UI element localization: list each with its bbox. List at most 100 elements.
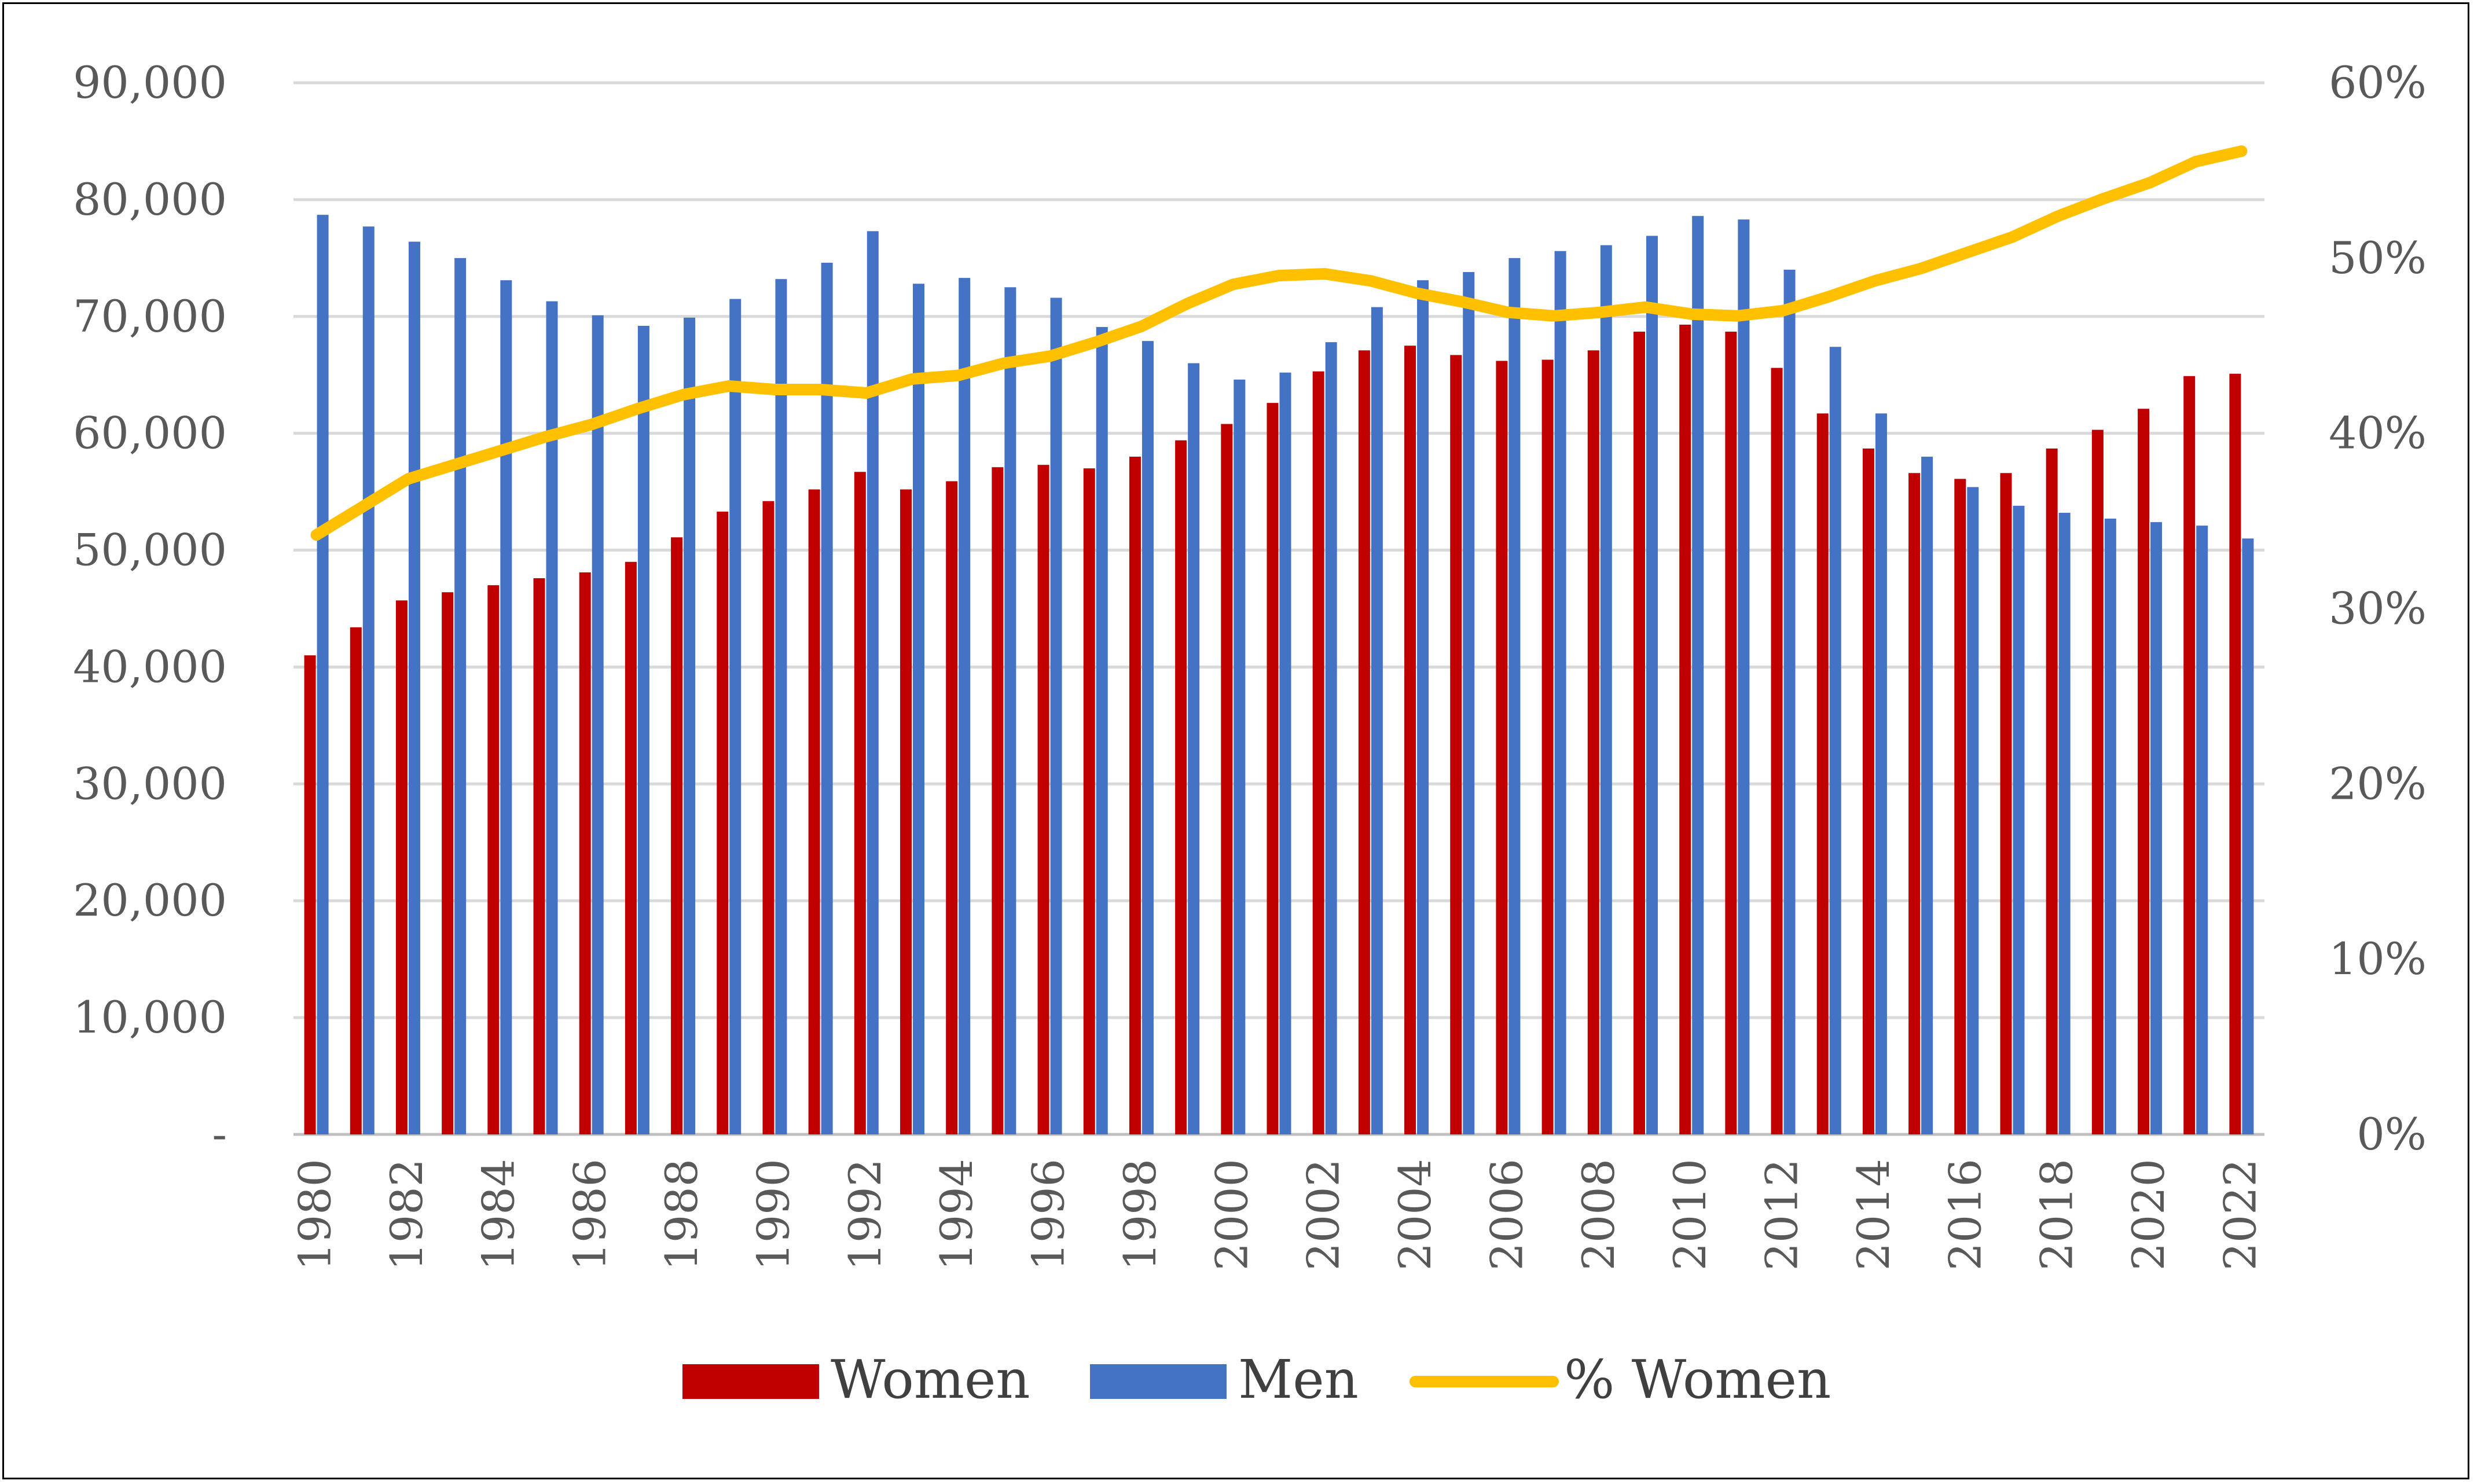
legend: Women Men % Women (682, 1349, 1831, 1410)
men-bar (1738, 219, 1750, 1135)
x-tick-label: 2010 (1664, 1159, 1716, 1270)
x-tick-label: 1992 (839, 1159, 891, 1270)
x-tick-label: 1982 (381, 1159, 432, 1270)
x-tick-label: 2022 (2214, 1159, 2266, 1270)
men-bar (684, 317, 696, 1135)
left-tick-label: 50,000 (73, 524, 227, 576)
women-bar (1771, 368, 1783, 1134)
legend-swatch-men (1090, 1364, 1227, 1399)
women-bar (579, 572, 591, 1134)
women-bar (2000, 473, 2012, 1135)
men-bar (729, 299, 742, 1135)
men-bar (1234, 379, 1246, 1134)
women-bar (1175, 440, 1187, 1134)
women-bar (2046, 448, 2058, 1134)
men-bar (1600, 245, 1612, 1135)
women-bar (900, 489, 912, 1135)
women-bar (1450, 355, 1462, 1134)
women-bar (1404, 346, 1416, 1134)
women-bar (1908, 473, 1921, 1135)
left-tick-label: 90,000 (73, 57, 227, 108)
men-bar (2150, 522, 2163, 1134)
pct-women-line (310, 145, 2248, 541)
women-bar (395, 600, 408, 1134)
men-bar (1646, 236, 1658, 1134)
legend-swatch-women (682, 1364, 819, 1399)
x-tick-label: 1986 (564, 1159, 616, 1270)
left-tick-label: 10,000 (73, 991, 227, 1043)
left-tick-label: 30,000 (73, 758, 227, 809)
women-bars (304, 324, 2241, 1135)
men-bar (1417, 280, 1429, 1134)
right-tick-label: 10% (2329, 933, 2427, 985)
men-bar (1371, 307, 1383, 1134)
legend-label-women: Women (831, 1349, 1030, 1410)
women-bar (1816, 413, 1829, 1134)
women-bar (717, 511, 729, 1134)
x-tick-label: 2012 (1756, 1159, 1808, 1270)
women-bar (1358, 350, 1370, 1134)
x-tick-label: 2008 (1573, 1159, 1624, 1270)
men-bar (867, 231, 879, 1134)
men-bar (1967, 487, 1979, 1134)
men-bar (2013, 505, 2025, 1134)
men-bar (637, 325, 649, 1134)
women-bar (1587, 350, 1599, 1134)
women-bar (1496, 361, 1508, 1134)
legend-label-men: Men (1238, 1349, 1359, 1410)
men-bar (2242, 538, 2254, 1134)
men-bar (1096, 326, 1108, 1134)
men-bar (454, 258, 467, 1134)
women-bar (1541, 359, 1554, 1134)
x-tick-label: 2020 (2123, 1159, 2174, 1270)
right-tick-label: 20% (2329, 758, 2427, 809)
men-bar (1004, 287, 1016, 1134)
women-bar (533, 578, 545, 1134)
men-bar (546, 301, 558, 1134)
women-bar (625, 561, 637, 1134)
pct-women-line-layer (310, 145, 2248, 541)
women-bar (854, 472, 866, 1134)
x-tick-label: 2014 (1848, 1159, 1899, 1270)
men-bar (1921, 457, 1933, 1134)
x-tick-label: 2006 (1481, 1159, 1532, 1270)
women-bar (1954, 479, 1966, 1134)
women-bar (808, 489, 820, 1135)
x-tick-label: 2018 (2031, 1159, 2083, 1270)
women-bar (1221, 424, 1233, 1134)
x-tick-label: 1990 (747, 1159, 799, 1270)
women-bar (350, 627, 362, 1134)
left-axis: - 10,000 20,000 30,000 40,000 50,000 60,000 70,… (73, 57, 227, 1160)
men-bar (821, 262, 833, 1134)
men-bar (1508, 258, 1521, 1134)
right-axis: 0% 10% 20% 30% 40% 50% 60% (2329, 57, 2427, 1160)
legend-label-pct-women: % Women (1564, 1349, 1831, 1410)
x-tick-label: 2002 (1298, 1159, 1349, 1270)
men-bar (2058, 512, 2071, 1134)
women-bar (2183, 376, 2196, 1134)
men-bar (408, 241, 420, 1135)
women-bar (1083, 468, 1095, 1134)
women-bar (1725, 332, 1737, 1134)
men-bar (317, 215, 329, 1135)
x-tick-label: 1994 (931, 1159, 982, 1270)
right-tick-label: 0% (2356, 1108, 2427, 1160)
men-bar (500, 280, 512, 1134)
x-axis: 1980 1982 1984 1986 1988 1990 1992 1994 1996 1998… (289, 1159, 2266, 1270)
right-tick-label: 50% (2329, 232, 2427, 284)
left-tick-label: 60,000 (73, 407, 227, 459)
women-bar (1312, 371, 1324, 1134)
men-bar (775, 279, 787, 1134)
women-bar (304, 655, 316, 1134)
men-bar (1829, 347, 1841, 1135)
left-tick-label: 80,000 (73, 174, 227, 225)
women-bar (1862, 448, 1874, 1134)
x-tick-label: 2000 (1206, 1159, 1257, 1270)
left-tick-label: 20,000 (73, 875, 227, 926)
men-bar (959, 278, 971, 1135)
men-bar (1141, 341, 1154, 1134)
women-bar (1129, 457, 1141, 1134)
men-bar (1875, 413, 1887, 1134)
men-bar (1188, 363, 1200, 1134)
